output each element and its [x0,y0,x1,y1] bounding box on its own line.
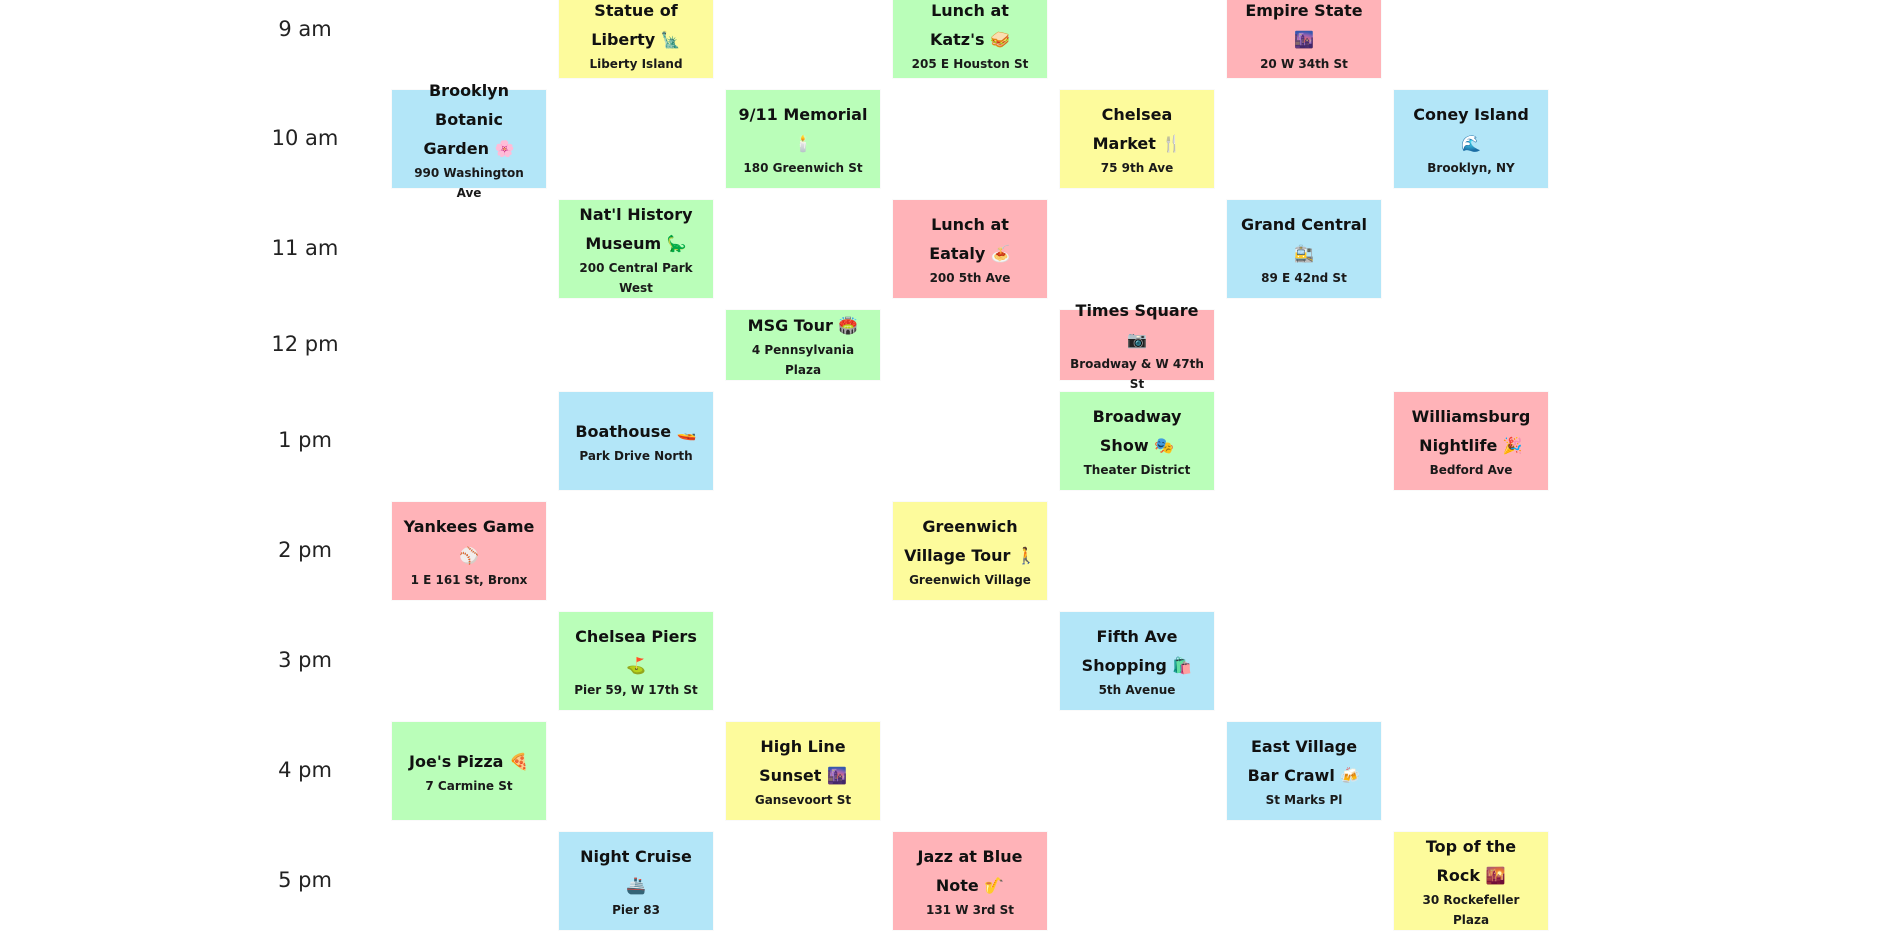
event-card[interactable]: Greenwich Village Tour 🚶 Greenwich Villag… [893,502,1047,600]
event-card[interactable]: Times Square 📷 Broadway & W 47th St [1060,301,1214,391]
event-title: Brooklyn Botanic Garden 🌸 [423,80,515,158]
event-title: Boathouse 🚤 [575,421,697,441]
event-location: Pier 59, W 17th St [574,683,698,697]
event-title: Night Cruise 🚢 [580,847,692,895]
event-title: Fifth Ave Shopping 🛍️ [1081,627,1193,675]
event-location: 75 9th Ave [1100,161,1174,175]
event-location: 990 Washington Ave [414,165,524,200]
event-location: 89 E 42nd St [1261,271,1347,285]
event-location: 20 W 34th St [1260,57,1348,71]
event-card[interactable]: Brooklyn Botanic Garden 🌸 990 Washington … [392,81,546,200]
time-label: 5 pm [278,868,332,892]
event-card[interactable]: Grand Central 🚉 89 E 42nd St [1227,200,1381,298]
event-location: Park Drive North [579,448,693,463]
event-card[interactable]: Coney Island 🌊 Brooklyn, NY [1394,90,1548,188]
event-card[interactable]: Joe's Pizza 🍕 7 Carmine St [392,722,546,820]
event-location: St Marks Pl [1265,793,1343,807]
event-title: Joe's Pizza 🍕 [409,751,529,771]
time-label: 9 am [278,17,332,41]
event-location: 30 Rockefeller Plaza [1422,893,1520,927]
event-location: Liberty Island [589,57,683,71]
event-title: Nat'l History Museum 🦕 [579,205,693,253]
event-title: Yankees Game ⚾ [403,517,535,565]
event-title: Times Square 📷 [1075,301,1199,349]
event-location: Broadway & W 47th St [1070,357,1204,391]
event-title: Williamsburg Nightlife 🎉 [1411,407,1531,455]
event-card[interactable]: Yankees Game ⚾ 1 E 161 St, Bronx [392,502,546,600]
event-location: Brooklyn, NY [1427,161,1515,175]
event-card[interactable]: Jazz at Blue Note 🎷 131 W 3rd St [893,832,1047,930]
event-location: 205 E Houston St [911,57,1029,71]
event-location: Bedford Ave [1429,463,1513,477]
time-label: 4 pm [278,758,332,782]
event-title: Top of the Rock 🌇 [1425,837,1517,885]
event-card[interactable]: Top of the Rock 🌇 30 Rockefeller Plaza [1394,832,1548,930]
event-title: 9/11 Memorial 🕯️ [738,105,868,153]
time-label: 3 pm [278,648,332,672]
event-title: Chelsea Piers ⛳ [575,627,697,675]
event-card[interactable]: Empire State 🌆 20 W 34th St [1227,0,1381,78]
event-location: 7 Carmine St [425,778,513,793]
event-title: High Line Sunset 🌆 [759,737,847,785]
event-title: Empire State 🌆 [1245,1,1363,49]
event-location: 131 W 3rd St [925,903,1015,917]
event-card[interactable]: 9/11 Memorial 🕯️ 180 Greenwich St [726,90,880,188]
event-location: 180 Greenwich St [743,161,863,175]
event-title: Broadway Show 🎭 [1092,407,1182,455]
time-label: 11 am [271,236,339,260]
time-label: 10 am [271,126,339,150]
event-card[interactable]: Williamsburg Nightlife 🎉 Bedford Ave [1394,392,1548,490]
event-location: Theater District [1083,463,1191,477]
event-title: Coney Island 🌊 [1413,105,1529,153]
event-card[interactable]: East Village Bar Crawl 🍻 St Marks Pl [1227,722,1381,820]
event-title: East Village Bar Crawl 🍻 [1247,737,1361,785]
time-label: 2 pm [278,538,332,562]
event-card[interactable]: MSG Tour 🏟️ 4 Pennsylvania Plaza [726,310,880,380]
event-location: 5th Avenue [1098,683,1176,697]
event-title: Lunch at Katz's 🥪 [929,1,1011,49]
event-location: 200 Central Park West [579,261,693,295]
event-title: Lunch at Eataly 🍝 [929,215,1011,263]
event-card[interactable]: Nat'l History Museum 🦕 200 Central Park W… [559,200,713,298]
event-location: Greenwich Village [909,573,1031,587]
event-title: Greenwich Village Tour 🚶 [904,517,1036,565]
event-title: MSG Tour 🏟️ [747,315,859,335]
event-card[interactable]: Chelsea Piers ⛳ Pier 59, W 17th St [559,612,713,710]
event-card[interactable]: Lunch at Katz's 🥪 205 E Houston St [893,0,1047,78]
event-card[interactable]: High Line Sunset 🌆 Gansevoort St [726,722,880,820]
event-location: 4 Pennsylvania Plaza [751,342,855,377]
event-card[interactable]: Lunch at Eataly 🍝 200 5th Ave [893,200,1047,298]
event-location: Gansevoort St [754,793,852,807]
event-title: Chelsea Market 🍴 [1092,105,1182,153]
event-title: Grand Central 🚉 [1240,215,1368,263]
event-title: Statue of Liberty 🗽 [591,1,681,49]
time-label: 12 pm [271,332,339,356]
event-card[interactable]: Statue of Liberty 🗽 Liberty Island [559,0,713,78]
event-location: 1 E 161 St, Bronx [410,573,528,587]
event-location: 200 5th Ave [929,271,1011,285]
time-label: 1 pm [278,428,332,452]
event-card[interactable]: Chelsea Market 🍴 75 9th Ave [1060,90,1214,188]
event-card[interactable]: Fifth Ave Shopping 🛍️ 5th Avenue [1060,612,1214,710]
event-title: Jazz at Blue Note 🎷 [917,847,1023,895]
event-card[interactable]: Broadway Show 🎭 Theater District [1060,392,1214,490]
event-card[interactable]: Night Cruise 🚢 Pier 83 [559,832,713,930]
event-card[interactable]: Boathouse 🚤 Park Drive North [559,392,713,490]
event-location: Pier 83 [612,903,660,917]
